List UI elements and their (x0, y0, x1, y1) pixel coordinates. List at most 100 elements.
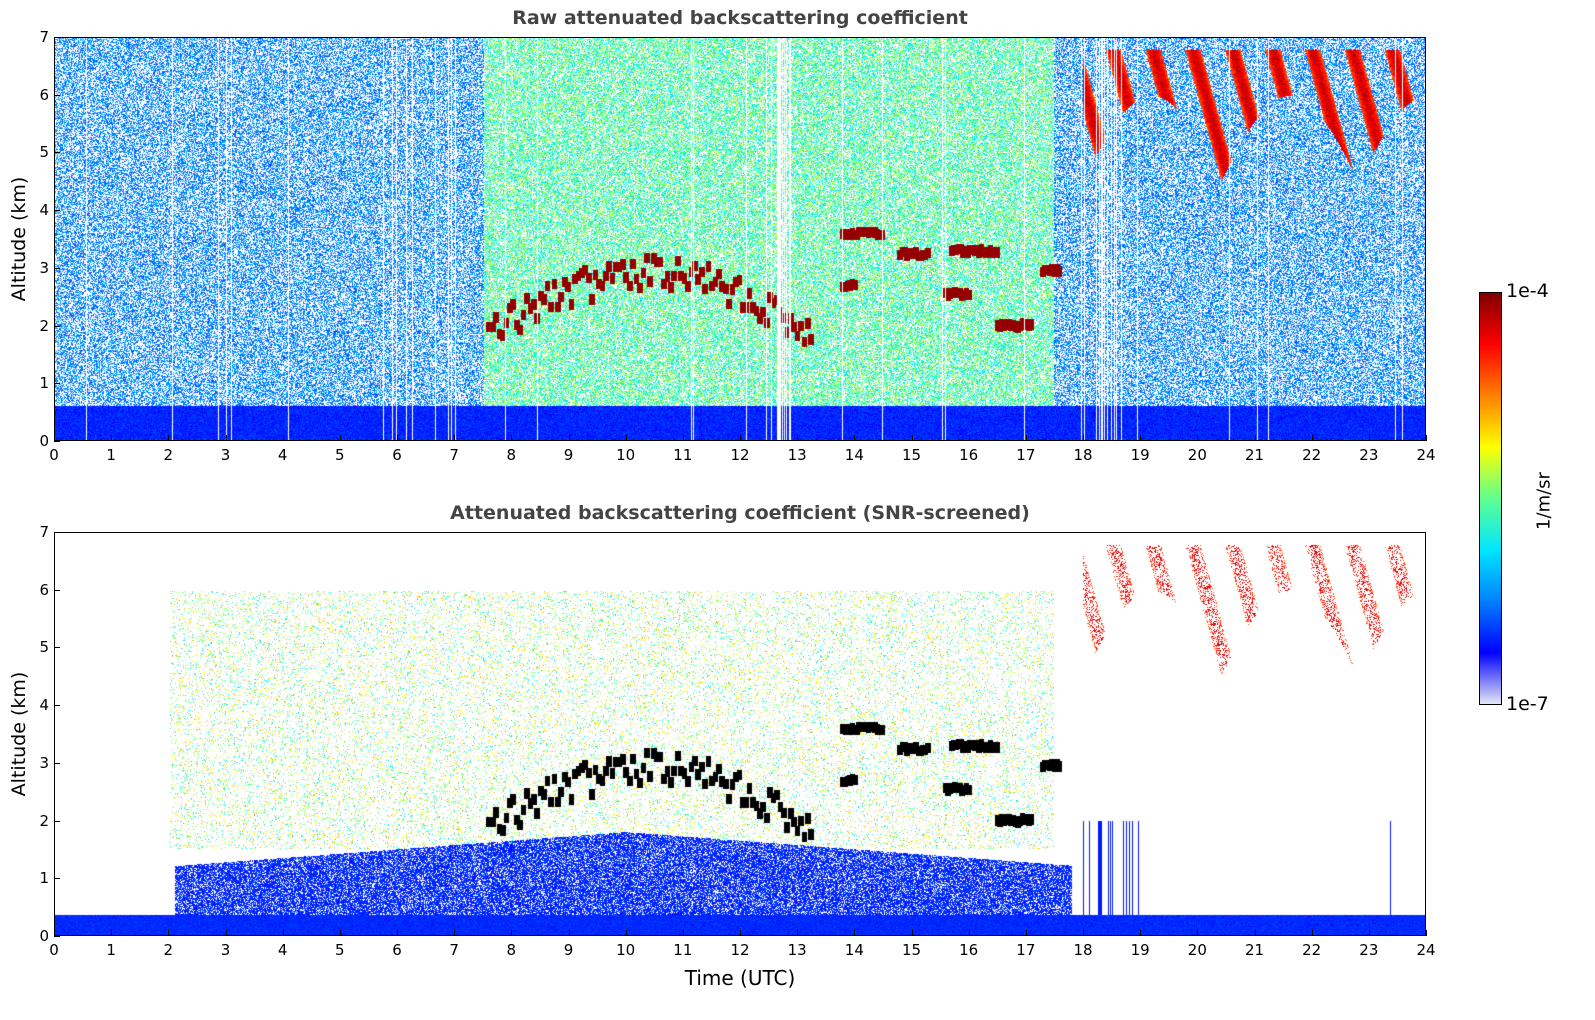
x-tick-label: 14 (844, 446, 864, 464)
x-tick-label: 11 (673, 446, 693, 464)
x-tick-mark (1140, 930, 1142, 936)
y-tick-label: 0 (39, 432, 49, 450)
x-tick-label: 16 (959, 941, 979, 959)
x-tick-label: 23 (1359, 941, 1379, 959)
x-tick-label: 1 (106, 941, 116, 959)
x-tick-label: 6 (392, 941, 402, 959)
x-tick-mark (568, 930, 570, 936)
x-tick-label: 12 (730, 941, 750, 959)
x-tick-label: 14 (844, 941, 864, 959)
x-tick-mark (1083, 435, 1084, 441)
colorbar (1479, 292, 1502, 705)
x-tick-label: 18 (1073, 941, 1093, 959)
y-tick-label: 5 (39, 143, 49, 162)
x-tick-label: 23 (1359, 446, 1379, 464)
x-tick-label: 4 (277, 446, 288, 464)
y-tick-label: 7 (39, 28, 49, 46)
x-tick-label: 10 (616, 446, 636, 464)
y-tick-label: 4 (39, 201, 49, 220)
x-tick-mark (1083, 930, 1084, 936)
x-tick-label: 21 (1244, 941, 1265, 959)
x-tick-label: 19 (1130, 941, 1150, 959)
y-tick-mark (54, 152, 60, 154)
x-tick-label: 3 (220, 941, 231, 959)
chart-title-raw: Raw attenuated backscattering coefficien… (512, 7, 968, 29)
x-tick-mark (339, 930, 341, 936)
x-tick-mark (625, 435, 627, 441)
x-tick-mark (168, 435, 170, 441)
y-tick-mark (54, 37, 60, 38)
x-tick-mark (339, 435, 341, 441)
x-tick-label: 5 (335, 446, 345, 464)
x-tick-mark (682, 435, 684, 441)
x-tick-mark (168, 930, 170, 936)
y-tick-label: 2 (39, 316, 49, 335)
x-tick-label: 22 (1302, 941, 1322, 959)
x-tick-label: 8 (506, 446, 517, 464)
y-tick-mark (54, 267, 60, 269)
x-tick-label: 24 (1416, 446, 1436, 464)
y-tick-mark (54, 532, 60, 533)
x-tick-label: 6 (392, 446, 402, 464)
x-tick-label: 15 (901, 941, 922, 959)
x-tick-mark (568, 435, 570, 441)
y-tick-mark (54, 441, 60, 442)
x-tick-mark (740, 930, 741, 936)
x-tick-mark (968, 930, 970, 936)
x-tick-label: 18 (1073, 446, 1093, 464)
heatmap-raw (54, 37, 1426, 441)
x-tick-mark (854, 435, 856, 441)
x-tick-mark (397, 930, 398, 936)
x-tick-label: 2 (163, 446, 174, 464)
x-tick-mark (1426, 435, 1427, 441)
y-tick-label: 7 (39, 523, 49, 541)
x-tick-mark (111, 435, 113, 441)
x-tick-mark (1197, 930, 1199, 936)
chart-title-screened: Attenuated backscattering coefficient (S… (450, 502, 1030, 524)
x-tick-label: 17 (1016, 446, 1036, 464)
x-tick-mark (1368, 435, 1370, 441)
x-tick-mark (511, 435, 513, 441)
x-tick-label: 3 (220, 446, 231, 464)
y-tick-mark (54, 589, 60, 591)
x-tick-label: 20 (1187, 446, 1207, 464)
x-tick-label: 24 (1416, 941, 1436, 959)
y-tick-mark (54, 705, 60, 707)
y-tick-mark (54, 325, 60, 327)
y-tick-label: 1 (39, 374, 49, 393)
x-tick-mark (511, 930, 513, 936)
x-tick-mark (282, 435, 284, 441)
x-tick-label: 17 (1016, 941, 1036, 959)
x-tick-mark (1025, 930, 1027, 936)
x-tick-mark (282, 930, 284, 936)
x-tick-mark (911, 435, 913, 441)
y-tick-label: 4 (39, 696, 49, 715)
x-tick-mark (54, 435, 55, 441)
y-tick-label: 3 (39, 258, 49, 277)
x-tick-mark (225, 435, 227, 441)
y-tick-label: 2 (39, 811, 49, 830)
x-tick-label: 12 (730, 446, 750, 464)
y-tick-label: 6 (39, 580, 49, 599)
y-axis-label-screened: Altitude (km) (8, 671, 30, 797)
y-tick-mark (54, 878, 60, 880)
x-tick-label: 9 (563, 446, 574, 464)
x-tick-label: 0 (49, 941, 59, 959)
y-tick-mark (54, 383, 60, 385)
y-tick-mark (54, 936, 60, 937)
x-tick-label: 22 (1302, 446, 1322, 464)
x-tick-label: 5 (335, 941, 345, 959)
x-tick-label: 13 (787, 941, 807, 959)
y-tick-mark (54, 647, 60, 649)
x-tick-label: 10 (616, 941, 636, 959)
x-tick-mark (1368, 930, 1370, 936)
x-tick-mark (1311, 435, 1313, 441)
y-tick-label: 6 (39, 85, 49, 104)
heatmap-screened (54, 532, 1426, 936)
x-tick-label: 15 (901, 446, 922, 464)
x-tick-label: 8 (506, 941, 517, 959)
y-tick-mark (54, 210, 60, 212)
x-tick-label: 11 (673, 941, 693, 959)
heatmap-screened-canvas (55, 533, 1425, 935)
